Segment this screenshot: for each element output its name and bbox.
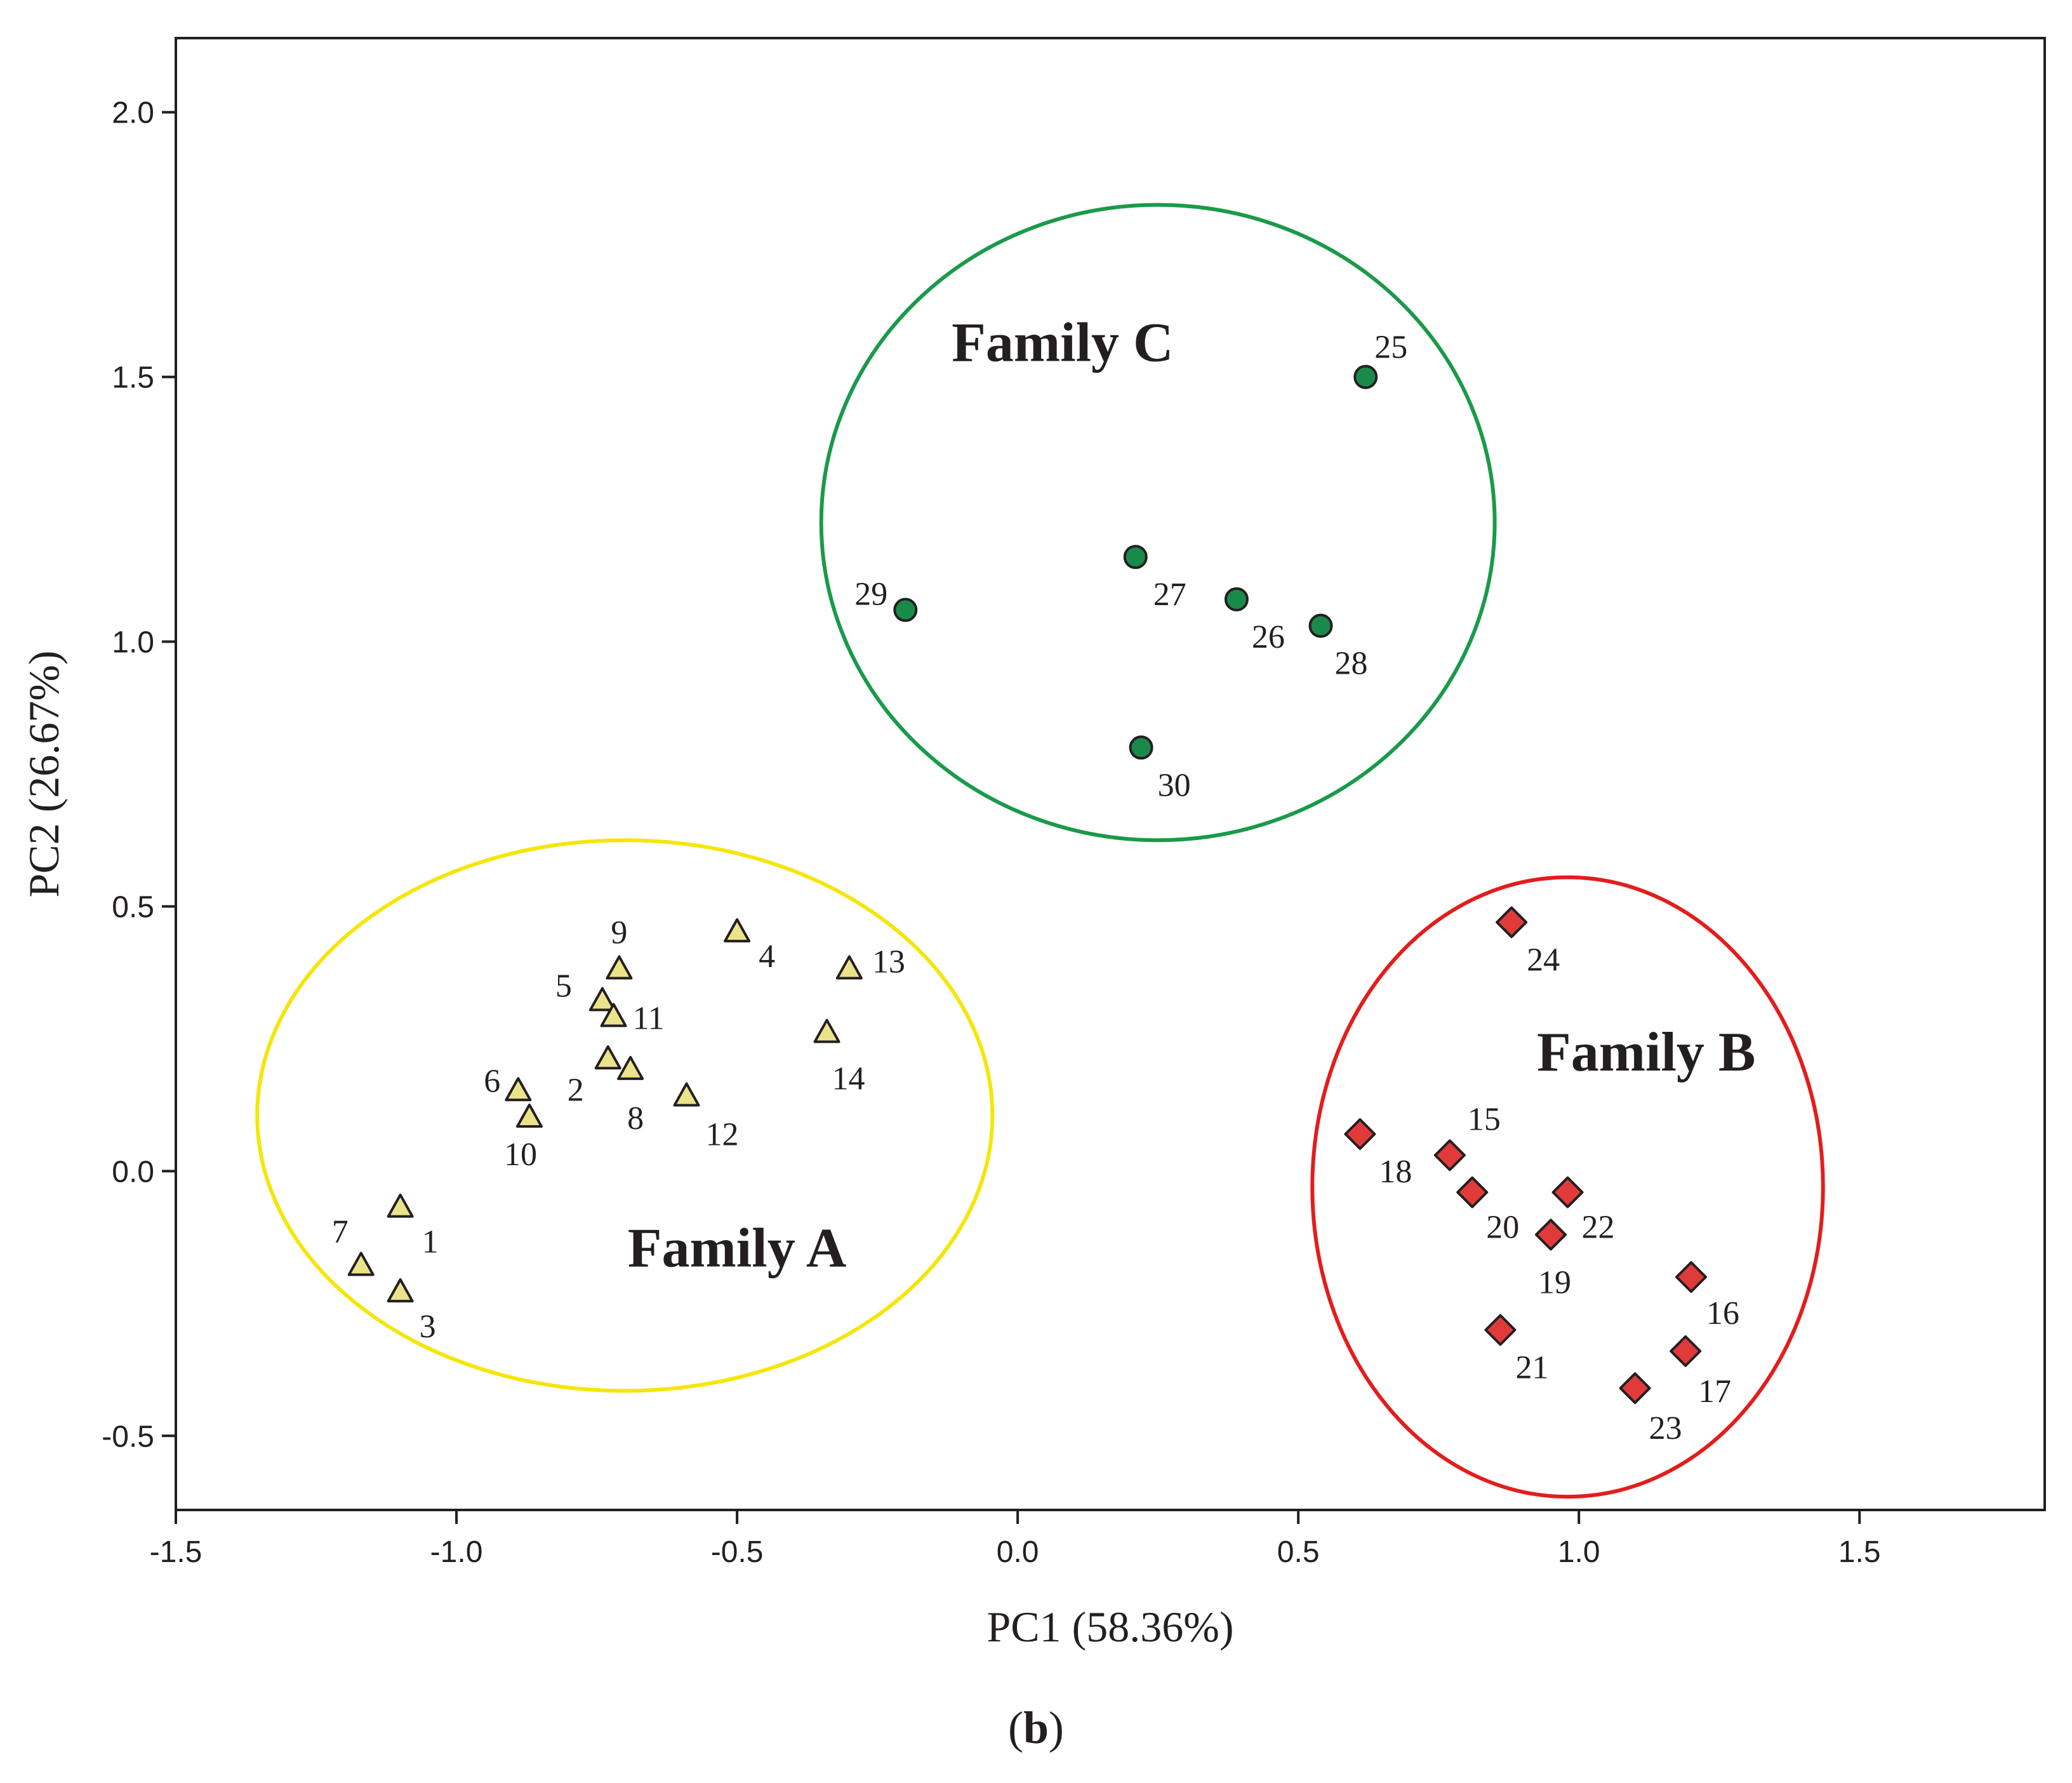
- point-label: 24: [1527, 942, 1560, 978]
- point-label: 16: [1706, 1295, 1739, 1332]
- point-diamond: [1456, 1176, 1489, 1208]
- caption-close-paren: ): [1049, 1702, 1064, 1753]
- point-diamond: [1496, 906, 1528, 938]
- point-circle: [1353, 364, 1378, 389]
- family-a-ellipse: [255, 838, 995, 1393]
- point-triangle: [673, 1082, 700, 1107]
- point-label: 22: [1582, 1210, 1615, 1246]
- caption-open-paren: (: [1007, 1702, 1023, 1753]
- cluster-ellipses: [255, 203, 1825, 1499]
- data-points: 1234567891011121314151617181920212223242…: [332, 330, 1739, 1447]
- point-diamond: [1670, 1335, 1702, 1367]
- y-axis-title: PC2 (26.67%): [20, 650, 68, 897]
- point-triangle: [617, 1055, 644, 1080]
- point-label: 28: [1335, 646, 1368, 682]
- point-circle: [1224, 587, 1249, 611]
- point-label: 8: [627, 1100, 644, 1137]
- x-tick-label: 0.5: [1277, 1535, 1320, 1569]
- point-triangle: [505, 1077, 532, 1102]
- x-tick-label: -1.0: [430, 1535, 483, 1569]
- point-circle: [1308, 613, 1333, 638]
- x-tick-label: -0.5: [711, 1535, 764, 1569]
- point-label: 5: [555, 968, 572, 1005]
- point-triangle: [387, 1193, 414, 1218]
- figure-caption: (b): [0, 1702, 2072, 1754]
- point-label: 3: [420, 1309, 436, 1345]
- point-label: 14: [832, 1061, 865, 1097]
- point-label: 30: [1158, 767, 1191, 803]
- point-triangle: [813, 1018, 840, 1043]
- family-a-label: Family A: [628, 1217, 847, 1279]
- point-label: 19: [1538, 1264, 1571, 1300]
- family-c-label: Family C: [952, 312, 1174, 374]
- x-axis-title: PC1 (58.36%): [986, 1603, 1233, 1651]
- point-diamond: [1551, 1176, 1584, 1208]
- y-tick-label: 1.5: [112, 361, 154, 395]
- point-diamond: [1484, 1314, 1517, 1346]
- point-label: 11: [633, 1001, 665, 1037]
- point-circle: [893, 598, 918, 622]
- point-diamond: [1535, 1219, 1567, 1251]
- point-label: 4: [759, 938, 775, 975]
- group-labels: Family A Family B Family C: [628, 312, 1756, 1279]
- caption-letter: b: [1023, 1702, 1049, 1753]
- x-tick-label: 0.0: [997, 1535, 1039, 1569]
- point-diamond: [1344, 1118, 1376, 1150]
- point-label: 10: [504, 1137, 537, 1173]
- x-tick-label: -1.5: [150, 1535, 203, 1569]
- point-triangle: [347, 1252, 375, 1276]
- point-triangle: [600, 1003, 627, 1027]
- point-triangle: [835, 955, 863, 980]
- point-diamond: [1433, 1139, 1466, 1172]
- point-label: 25: [1374, 330, 1407, 366]
- point-label: 7: [332, 1213, 349, 1250]
- point-diamond: [1675, 1261, 1708, 1293]
- point-triangle: [606, 955, 633, 980]
- point-label: 6: [484, 1063, 500, 1099]
- point-triangle: [515, 1103, 543, 1128]
- y-tick-label: 0.5: [112, 890, 154, 924]
- family-b-label: Family B: [1537, 1022, 1756, 1083]
- point-label: 17: [1698, 1373, 1731, 1410]
- point-circle: [1123, 545, 1148, 570]
- y-tick-label: -0.5: [102, 1420, 154, 1453]
- point-triangle: [594, 1045, 621, 1070]
- point-label: 18: [1379, 1154, 1412, 1190]
- point-triangle: [724, 918, 751, 943]
- y-tick-label: 1.0: [112, 626, 154, 660]
- family-b-ellipse: [1310, 875, 1825, 1499]
- point-label: 26: [1252, 619, 1285, 655]
- point-label: 12: [706, 1117, 739, 1153]
- point-label: 15: [1468, 1101, 1501, 1137]
- y-axis: -0.5 0.0 0.5 1.0 1.5 2.0: [102, 97, 176, 1453]
- x-tick-label: 1.5: [1838, 1535, 1881, 1569]
- point-label: 27: [1153, 577, 1186, 613]
- family-c-ellipse: [819, 203, 1497, 843]
- y-tick-label: 0.0: [112, 1155, 154, 1189]
- point-diamond: [1619, 1372, 1651, 1405]
- point-label: 13: [872, 944, 905, 980]
- point-circle: [1129, 735, 1153, 760]
- point-label: 20: [1486, 1210, 1519, 1246]
- y-tick-label: 2.0: [112, 97, 154, 130]
- point-triangle: [387, 1278, 414, 1303]
- point-label: 2: [568, 1072, 584, 1108]
- point-label: 9: [611, 915, 627, 951]
- point-label: 29: [854, 577, 887, 613]
- point-label: 23: [1649, 1410, 1682, 1446]
- x-axis: -1.5 -1.0 -0.5 0.0 0.5 1.0 1.5: [150, 1510, 1881, 1569]
- point-triangle: [588, 987, 616, 1012]
- x-tick-label: 1.0: [1558, 1535, 1600, 1569]
- point-label: 1: [422, 1224, 439, 1260]
- point-label: 21: [1515, 1350, 1548, 1386]
- plot-frame: [175, 37, 2046, 1511]
